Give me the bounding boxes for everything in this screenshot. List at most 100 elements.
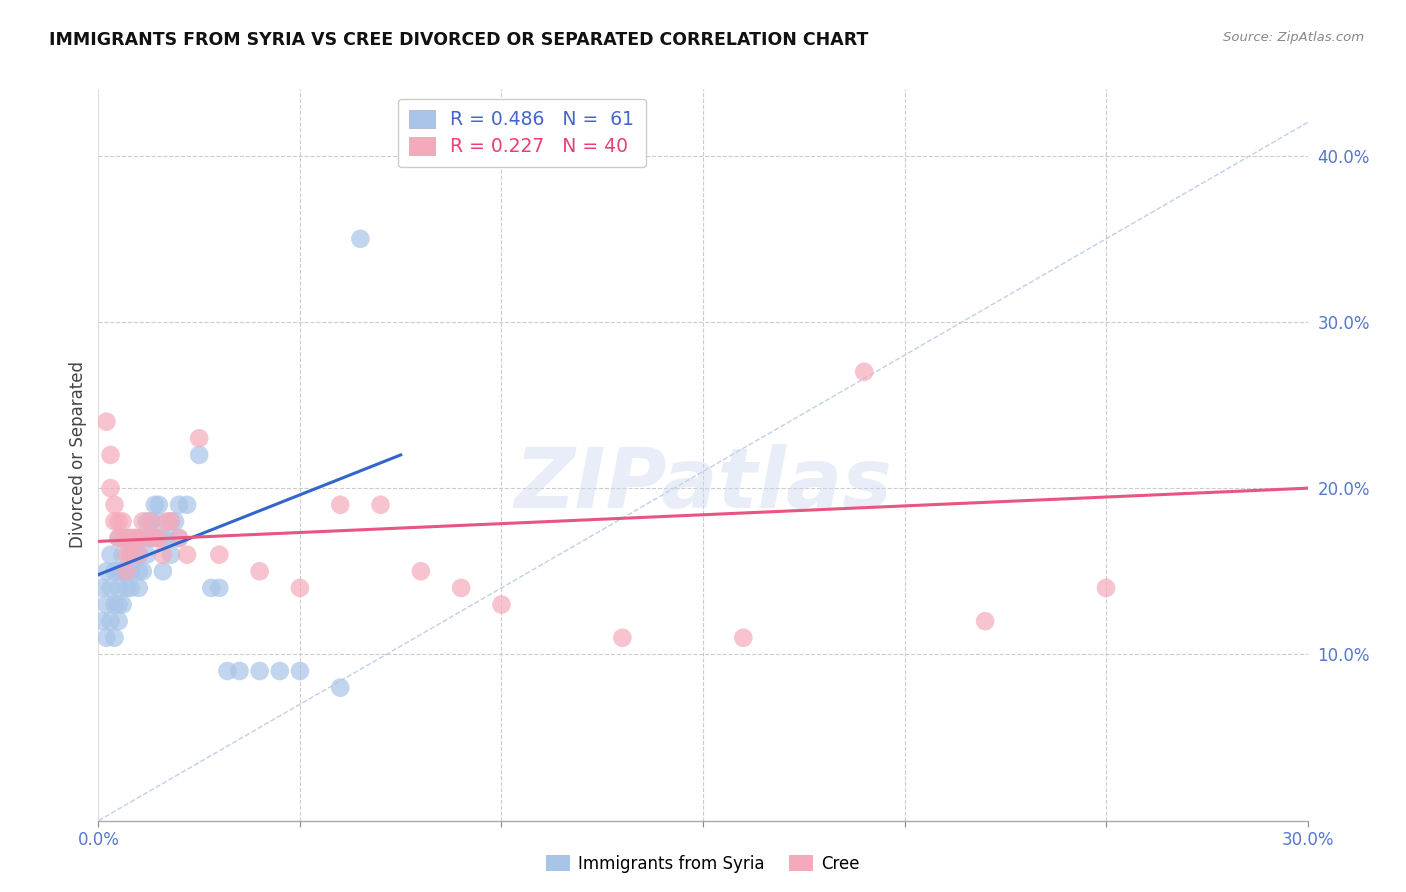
Point [100, 581, 122, 595]
Point [111, 564, 134, 578]
Point [107, 531, 129, 545]
Point [100, 448, 122, 462]
Point [115, 531, 138, 545]
Point [96, 598, 118, 612]
Point [176, 548, 198, 562]
Point [107, 581, 129, 595]
Point [96, 564, 118, 578]
Point [91, 614, 114, 628]
Point [120, 564, 142, 578]
Point [111, 548, 134, 562]
Point [128, 581, 150, 595]
Point [120, 531, 142, 545]
Point [160, 548, 183, 562]
Point [148, 531, 170, 545]
Point [124, 548, 146, 562]
Point [148, 498, 170, 512]
Legend: R = 0.486   N =  61, R = 0.227   N = 40: R = 0.486 N = 61, R = 0.227 N = 40 [398, 99, 645, 168]
Point [152, 531, 174, 545]
Point [107, 598, 129, 612]
Point [228, 664, 250, 678]
Point [132, 515, 155, 529]
Point [200, 581, 222, 595]
Legend: Immigrants from Syria, Cree: Immigrants from Syria, Cree [540, 848, 866, 880]
Point [288, 664, 311, 678]
Point [156, 531, 179, 545]
Text: Source: ZipAtlas.com: Source: ZipAtlas.com [1223, 31, 1364, 45]
Point [115, 548, 138, 562]
Point [1095, 581, 1118, 595]
Point [135, 531, 157, 545]
Point [329, 681, 352, 695]
Point [128, 548, 150, 562]
Point [120, 548, 142, 562]
Point [974, 614, 997, 628]
Point [163, 515, 186, 529]
Point [152, 548, 174, 562]
Point [124, 531, 146, 545]
Point [156, 515, 179, 529]
Point [128, 531, 150, 545]
Point [115, 581, 138, 595]
Point [128, 548, 150, 562]
Point [120, 531, 142, 545]
Point [111, 598, 134, 612]
Point [124, 531, 146, 545]
Point [128, 564, 150, 578]
Point [269, 664, 291, 678]
Point [176, 498, 198, 512]
Point [143, 531, 166, 545]
Point [612, 631, 634, 645]
Point [188, 448, 211, 462]
Point [349, 232, 371, 246]
Point [143, 498, 166, 512]
Point [132, 564, 155, 578]
Point [115, 564, 138, 578]
Point [249, 564, 271, 578]
Point [139, 515, 162, 529]
Point [120, 581, 142, 595]
Point [135, 515, 157, 529]
Point [188, 431, 211, 445]
Point [208, 581, 231, 595]
Point [103, 498, 125, 512]
Y-axis label: Divorced or Separated: Divorced or Separated [69, 361, 87, 549]
Point [135, 548, 157, 562]
Point [132, 531, 155, 545]
Point [139, 515, 162, 529]
Point [100, 481, 122, 495]
Point [160, 515, 183, 529]
Text: ZIPatlas: ZIPatlas [515, 443, 891, 524]
Point [103, 515, 125, 529]
Point [329, 498, 352, 512]
Point [96, 415, 118, 429]
Point [249, 664, 271, 678]
Point [167, 531, 190, 545]
Point [107, 531, 129, 545]
Point [160, 515, 183, 529]
Point [103, 598, 125, 612]
Point [103, 564, 125, 578]
Point [128, 531, 150, 545]
Point [370, 498, 392, 512]
Point [111, 515, 134, 529]
Point [103, 631, 125, 645]
Point [111, 531, 134, 545]
Point [96, 631, 118, 645]
Point [409, 564, 432, 578]
Point [152, 564, 174, 578]
Point [143, 531, 166, 545]
Point [450, 581, 472, 595]
Point [91, 581, 114, 595]
Point [217, 664, 239, 678]
Point [853, 365, 876, 379]
Point [167, 498, 190, 512]
Point [167, 531, 190, 545]
Point [288, 581, 311, 595]
Point [139, 531, 162, 545]
Point [491, 598, 513, 612]
Point [733, 631, 755, 645]
Point [208, 548, 231, 562]
Point [148, 515, 170, 529]
Point [100, 548, 122, 562]
